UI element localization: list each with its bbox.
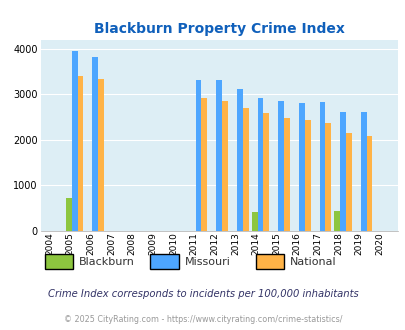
- Bar: [201, 98, 207, 231]
- Bar: [92, 57, 98, 231]
- Bar: [251, 212, 257, 231]
- Text: Blackburn: Blackburn: [79, 257, 135, 267]
- Text: © 2025 CityRating.com - https://www.cityrating.com/crime-statistics/: © 2025 CityRating.com - https://www.city…: [64, 315, 341, 324]
- Bar: [98, 79, 104, 231]
- Bar: [216, 80, 222, 231]
- Bar: [222, 101, 227, 231]
- Bar: [360, 112, 366, 231]
- Bar: [72, 51, 77, 231]
- Bar: [366, 136, 371, 231]
- Bar: [284, 118, 289, 231]
- Text: National: National: [290, 257, 336, 267]
- Bar: [195, 80, 201, 231]
- Bar: [339, 112, 345, 231]
- Bar: [304, 120, 310, 231]
- Bar: [298, 103, 304, 231]
- Bar: [66, 198, 72, 231]
- Bar: [345, 133, 351, 231]
- Title: Blackburn Property Crime Index: Blackburn Property Crime Index: [94, 22, 344, 36]
- Bar: [263, 114, 269, 231]
- Bar: [334, 212, 339, 231]
- Bar: [319, 102, 324, 231]
- Bar: [237, 89, 242, 231]
- Text: Crime Index corresponds to incidents per 100,000 inhabitants: Crime Index corresponds to incidents per…: [47, 289, 358, 299]
- Bar: [257, 98, 263, 231]
- Text: Missouri: Missouri: [184, 257, 230, 267]
- Bar: [242, 108, 248, 231]
- Bar: [277, 101, 284, 231]
- Bar: [77, 76, 83, 231]
- Bar: [324, 123, 330, 231]
